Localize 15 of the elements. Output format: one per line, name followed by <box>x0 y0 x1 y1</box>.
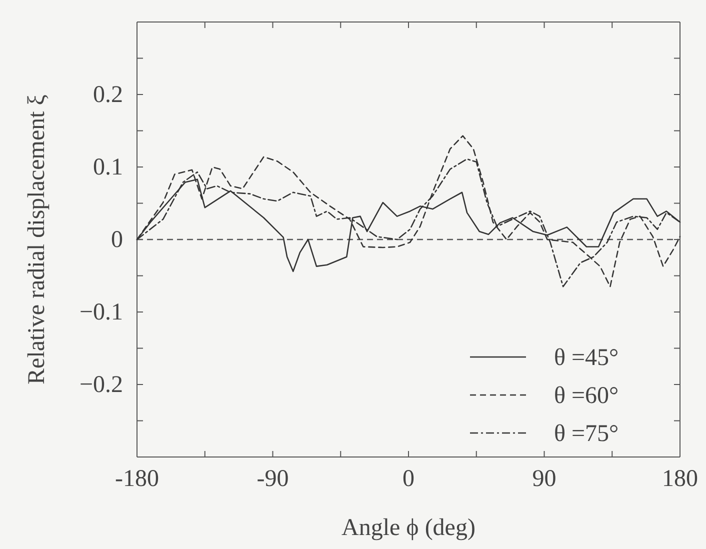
y-tick-label: 0.1 <box>93 154 123 181</box>
legend-label: θ =75° <box>554 421 619 447</box>
y-tick-label: 0.2 <box>93 82 123 108</box>
x-axis-title: Angle ϕ (deg) <box>342 515 476 541</box>
x-tick-label: 0 <box>402 466 414 492</box>
x-tick-label: -180 <box>115 466 159 492</box>
y-tick-label: −0.2 <box>79 372 123 398</box>
y-tick-label: 0 <box>111 227 123 254</box>
y-tick-label: −0.1 <box>79 300 123 326</box>
x-tick-label: -90 <box>256 466 289 492</box>
legend-label: θ =45° <box>554 345 619 371</box>
y-axis-title: Relative radial displacement ξ <box>24 94 50 384</box>
x-tick-label: 90 <box>532 466 556 492</box>
x-tick-label: 180 <box>662 466 698 492</box>
legend-label: θ =60° <box>554 383 619 409</box>
